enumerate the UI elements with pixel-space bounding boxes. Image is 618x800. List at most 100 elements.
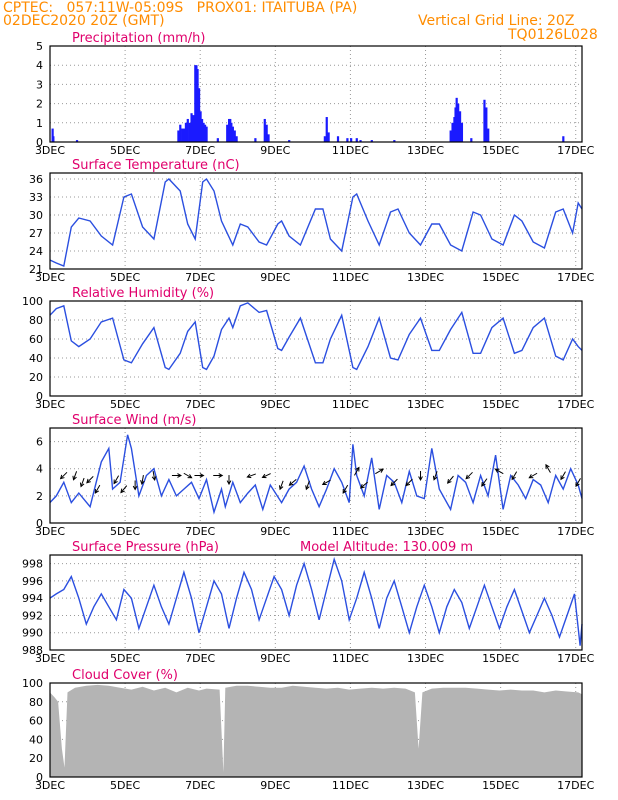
wind-arrow-head [560, 475, 565, 481]
xtick-label: 9DEC [260, 271, 290, 284]
wind-arrow [141, 475, 144, 485]
xtick-label: 11DEC [332, 271, 369, 284]
wind-arrow-head [120, 488, 125, 494]
wind-arrow [481, 478, 488, 487]
wind-arrow [447, 475, 454, 484]
xtick-label: 15DEC [482, 779, 519, 792]
wind-arrow-head [278, 485, 284, 491]
ytick-label: 1 [36, 117, 43, 130]
xtick-label: 17DEC [557, 144, 594, 157]
wind-arrow-head [342, 488, 347, 494]
precip-bar [323, 136, 326, 142]
xtick-label: 13DEC [407, 271, 444, 284]
wind-arrow [342, 484, 349, 494]
precip-bar [200, 118, 204, 142]
xtick-label: 9DEC [260, 779, 290, 792]
series-line-2 [49, 302, 583, 371]
precip-bar [231, 126, 234, 142]
xtick-label: 7DEC [185, 652, 215, 665]
wind-arrow-head [321, 480, 327, 486]
precip-bar [254, 138, 257, 142]
wind-arrow-head [359, 483, 365, 489]
precip-bar [359, 140, 362, 142]
ytick-label: 21 [29, 263, 43, 276]
wind-arrow [86, 476, 94, 484]
panel-frame-1 [49, 172, 583, 270]
xtick-label: 7DEC [185, 144, 215, 157]
xtick-label: 5DEC [110, 652, 140, 665]
wind-arrow [94, 484, 101, 494]
panel-title-0: Precipitation (mm/h) [72, 31, 205, 46]
precip-bar [196, 69, 199, 142]
precip-bar [455, 97, 458, 142]
precip-bar [346, 138, 349, 142]
series-line-1 [49, 177, 583, 267]
ytick-label: 990 [22, 627, 43, 640]
ytick-label: 994 [22, 592, 43, 605]
wind-arrow [305, 480, 310, 490]
ytick-label: 80 [29, 696, 43, 709]
xtick-label: 7DEC [185, 525, 215, 538]
precip-bar [470, 138, 473, 142]
ytick-label: 36 [29, 173, 43, 186]
precip-bar [192, 115, 195, 142]
xtick-label: 11DEC [332, 525, 369, 538]
wind-arrow [405, 478, 413, 486]
wind-arrow-head [465, 474, 471, 480]
xtick-label: 9DEC [260, 652, 290, 665]
precip-bar [336, 136, 340, 142]
ytick-label: 3 [36, 78, 43, 91]
wind-arrow-head [59, 474, 65, 480]
precip-bar [267, 134, 270, 142]
precip-bar [197, 88, 201, 142]
xtick-label: 11DEC [332, 652, 369, 665]
wind-arrow [560, 471, 566, 480]
wind-arrow-head [288, 481, 294, 486]
xtick-label: 15DEC [482, 652, 519, 665]
precip-bar [51, 128, 54, 142]
xtick-label: 7DEC [185, 779, 215, 792]
xtick-label: 13DEC [407, 779, 444, 792]
precip-bar [52, 136, 55, 142]
wind-arrow-head [72, 475, 77, 481]
ytick-label: 998 [22, 558, 43, 571]
ytick-label: 988 [22, 644, 43, 657]
xtick-label: 3DEC [35, 144, 65, 157]
wind-arrow-head [447, 478, 452, 484]
precip-bar [203, 124, 207, 142]
xtick-label: 17DEC [557, 779, 594, 792]
wind-arrow [289, 479, 297, 486]
xtick-label: 15DEC [482, 271, 519, 284]
precip-bar [327, 132, 330, 142]
ytick-label: 2 [36, 490, 43, 503]
header-datetime: 02DEC2020 20Z (GMT) [3, 13, 165, 29]
header-org-coords: CPTEC: 057:11W-05:09S PROX01: ITAITUBA (… [3, 0, 357, 16]
xtick-label: 13DEC [407, 144, 444, 157]
precip-bar [188, 122, 191, 142]
wind-arrow [529, 472, 538, 479]
precip-bar [186, 118, 189, 142]
wind-arrow-head [218, 473, 224, 478]
precip-bar [265, 124, 268, 142]
ytick-label: 6 [36, 436, 43, 449]
xtick-label: 11DEC [332, 398, 369, 411]
ytick-label: 0 [36, 517, 43, 530]
xtick-label: 5DEC [110, 525, 140, 538]
wind-arrow-head [528, 474, 534, 479]
ytick-label: 2 [36, 98, 43, 111]
precip-bar [458, 111, 462, 142]
panel-frame-4 [49, 554, 583, 651]
ytick-label: 100 [22, 295, 43, 308]
wind-arrow [120, 485, 128, 493]
xtick-label: 9DEC [260, 525, 290, 538]
ytick-label: 20 [29, 752, 43, 765]
wind-arrow [465, 471, 473, 480]
header-grid-note: Vertical Grid Line: 20Z [418, 13, 575, 29]
precip-bar [177, 130, 180, 142]
panel-title-2: Relative Humidity (%) [72, 286, 214, 301]
precip-bar [263, 118, 266, 142]
wind-arrow [322, 479, 331, 485]
precip-bar [181, 128, 184, 142]
ytick-label: 4 [36, 463, 43, 476]
ytick-label: 40 [29, 352, 43, 365]
